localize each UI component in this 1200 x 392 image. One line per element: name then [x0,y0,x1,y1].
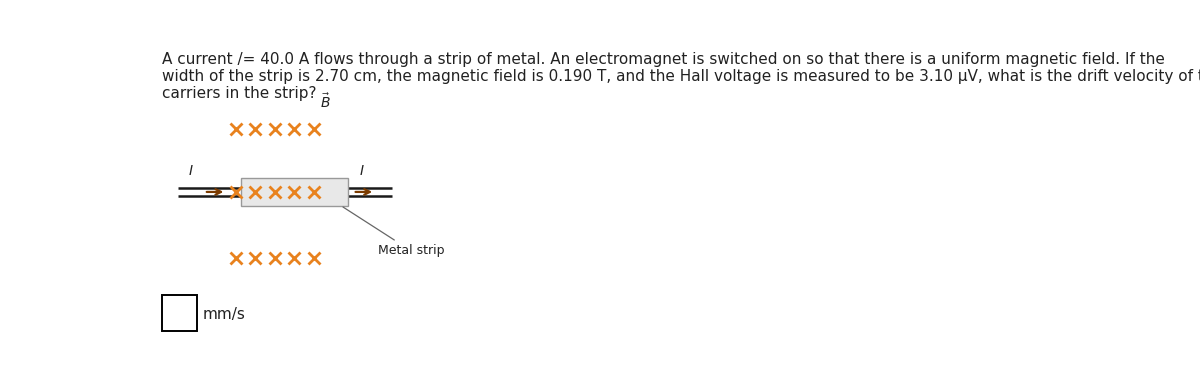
Text: $\vec{B}$: $\vec{B}$ [319,92,330,111]
Bar [162,294,198,331]
Text: $I$: $I$ [188,164,193,178]
Text: mm/s: mm/s [203,307,246,322]
Text: $I$: $I$ [359,164,365,178]
Bar [241,178,348,206]
Text: Metal strip: Metal strip [343,207,444,257]
Text: A current /= 40.0 A flows through a strip of metal. An electromagnet is switched: A current /= 40.0 A flows through a stri… [162,52,1200,102]
